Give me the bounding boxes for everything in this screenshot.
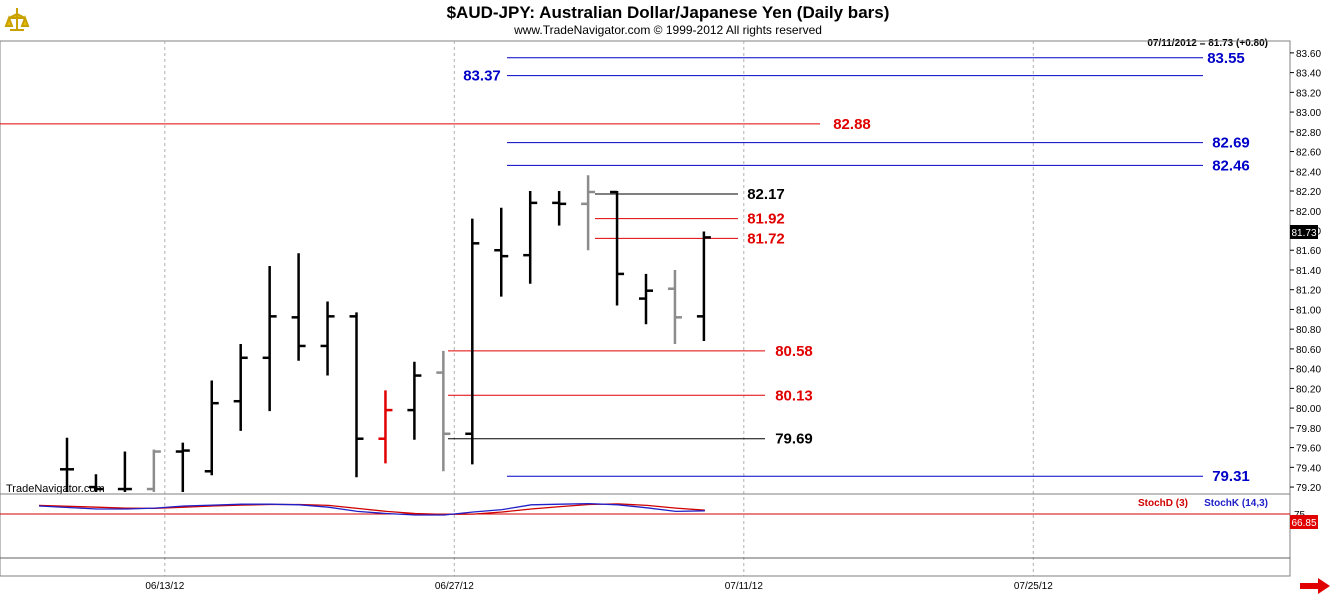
price-axis: 79.20 79.40 79.60 79.80 80.00 80.20 80.40 80.60… (1290, 49, 1321, 494)
watermark: TradeNavigator.com (6, 483, 105, 495)
last-price-label: 81.73 (1291, 228, 1316, 239)
y-tick-label: 80.20 (1296, 384, 1321, 395)
stochastic-lines (38, 502, 705, 516)
x-tick-label: 06/27/12 (435, 581, 474, 592)
level-label: 82.69 (1212, 135, 1250, 152)
y-tick-label: 82.80 (1296, 128, 1321, 139)
x-tick-label: 07/25/12 (1014, 581, 1053, 592)
y-tick-label: 83.60 (1296, 49, 1321, 60)
level-label: 82.17 (747, 186, 785, 203)
x-tick-label: 07/11/12 (725, 581, 764, 592)
y-tick-label: 83.40 (1296, 69, 1321, 80)
y-tick-label: 79.20 (1296, 483, 1321, 494)
stoch-value-label: 66.85 (1291, 518, 1316, 529)
y-tick-label: 81.40 (1296, 266, 1321, 277)
logo-icon (4, 6, 30, 36)
y-tick-label: 80.80 (1296, 325, 1321, 336)
price-bars (60, 175, 711, 492)
level-lines: 83.55 83.37 82.88 82.69 82.46 82.17 81.92 81.72… (0, 50, 1250, 485)
stochk-legend: StochK (14,3) (1204, 498, 1268, 509)
stoch-value-badge (1290, 515, 1318, 529)
level-label: 80.13 (775, 387, 813, 404)
level-label: 79.31 (1212, 468, 1250, 485)
chart-subtitle: www.TradeNavigator.com © 1999-2012 All r… (513, 23, 822, 37)
level-label: 81.72 (747, 230, 785, 247)
y-tick-label: 80.00 (1296, 404, 1321, 415)
chart-title: $AUD-JPY: Australian Dollar/Japanese Yen… (447, 3, 890, 22)
scroll-right-icon[interactable] (1300, 578, 1330, 594)
level-label: 81.92 (747, 211, 785, 228)
level-label: 83.37 (463, 68, 501, 85)
level-label: 79.69 (775, 431, 813, 448)
level-label: 82.46 (1212, 157, 1250, 174)
y-tick-label: 80.40 (1296, 365, 1321, 376)
level-label: 83.55 (1207, 50, 1245, 67)
stochk-line (38, 502, 705, 516)
last-price-badge (1290, 225, 1318, 239)
y-tick-label: 83.00 (1296, 108, 1321, 119)
x-tick-label: 06/13/12 (145, 581, 184, 592)
y-tick-label: 82.60 (1296, 148, 1321, 159)
stochd-legend: StochD (3) (1138, 498, 1188, 509)
level-label: 82.88 (833, 116, 871, 133)
y-tick-label: 81.60 (1296, 246, 1321, 257)
y-tick-label: 81.20 (1296, 286, 1321, 297)
date-axis: 06/13/12 06/27/12 07/11/12 07/25/12 (145, 581, 1053, 592)
level-label: 80.58 (775, 343, 813, 360)
last-quote: 07/11/2012 = 81.73 (+0.80) (1147, 38, 1268, 49)
y-tick-label: 79.80 (1296, 424, 1321, 435)
y-tick-label: 82.20 (1296, 187, 1321, 198)
y-tick-label: 79.60 (1296, 444, 1321, 455)
y-tick-label: 79.40 (1296, 463, 1321, 474)
y-tick-label: 81.00 (1296, 305, 1321, 316)
y-tick-label: 80.60 (1296, 345, 1321, 356)
stoch-panel-frame (0, 493, 1291, 577)
y-tick-label: 83.20 (1296, 88, 1321, 99)
y-tick-label: 82.40 (1296, 167, 1321, 178)
vertical-gridlines (164, 41, 1034, 576)
y-tick-label: 82.00 (1296, 207, 1321, 218)
